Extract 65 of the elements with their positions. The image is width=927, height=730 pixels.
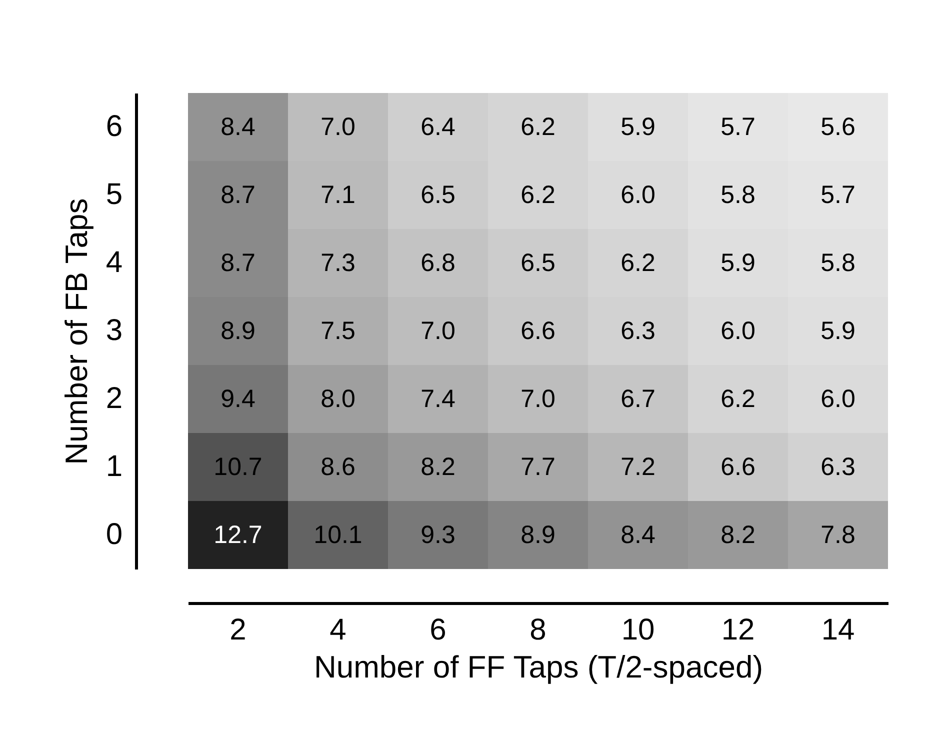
data-label: 6.0 — [720, 317, 756, 345]
data-label: 8.4 — [220, 113, 256, 141]
data-label: 10.7 — [214, 453, 262, 481]
data-label: 7.0 — [420, 317, 456, 345]
data-label: 5.9 — [820, 317, 856, 345]
data-label: 6.6 — [720, 453, 756, 481]
data-label: 6.7 — [620, 385, 656, 413]
data-label: 6.2 — [520, 113, 556, 141]
x-tick-label: 2 — [230, 614, 246, 646]
x-tick-label: 10 — [621, 614, 655, 646]
y-tick-label: 2 — [106, 382, 122, 415]
data-label: 5.7 — [820, 181, 856, 209]
data-label: 7.5 — [320, 317, 356, 345]
data-label: 8.4 — [620, 521, 656, 549]
x-axis-title: Number of FF Taps (T/2-spaced) — [314, 650, 764, 684]
data-label: 7.0 — [320, 113, 356, 141]
data-label: 8.2 — [720, 521, 756, 549]
y-tick-label: 0 — [106, 518, 122, 551]
data-label: 6.5 — [420, 181, 456, 209]
data-label: 6.8 — [420, 249, 456, 277]
y-tick-label: 5 — [106, 178, 122, 211]
data-label: 8.2 — [420, 453, 456, 481]
data-label: 7.4 — [420, 385, 456, 413]
data-label: 6.5 — [520, 249, 556, 277]
data-label: 7.3 — [320, 249, 356, 277]
data-label: 5.8 — [820, 249, 856, 277]
data-label: 8.6 — [320, 453, 356, 481]
data-label: 9.4 — [220, 385, 256, 413]
data-label: 5.9 — [620, 113, 656, 141]
x-tick-label: 6 — [430, 614, 446, 646]
data-label: 6.3 — [620, 317, 656, 345]
data-label: 6.3 — [820, 453, 856, 481]
data-label: 6.4 — [420, 113, 456, 141]
data-label: 5.6 — [820, 113, 856, 141]
x-tick-label: 14 — [821, 614, 855, 646]
x-tick-label: 12 — [721, 614, 755, 646]
data-label: 7.0 — [520, 385, 556, 413]
data-label: 7.2 — [620, 453, 656, 481]
data-label: 6.6 — [520, 317, 556, 345]
x-tick-label: 8 — [530, 614, 546, 646]
data-label: 6.0 — [620, 181, 656, 209]
data-label: 5.9 — [720, 249, 756, 277]
y-tick-label: 1 — [106, 450, 122, 483]
data-label: 8.7 — [220, 181, 256, 209]
y-axis-title: Number of FB Taps — [58, 198, 94, 465]
data-label: 8.9 — [520, 521, 556, 549]
data-label: 6.2 — [720, 385, 756, 413]
data-label: 12.7 — [214, 521, 262, 549]
data-label: 9.3 — [420, 521, 456, 549]
data-label: 10.1 — [314, 521, 362, 549]
data-label: 8.7 — [220, 249, 256, 277]
data-label: 8.0 — [320, 385, 356, 413]
data-label: 6.2 — [520, 181, 556, 209]
data-label: 5.7 — [720, 113, 756, 141]
data-label: 5.8 — [720, 181, 756, 209]
y-tick-label: 4 — [106, 246, 122, 279]
data-label: 6.2 — [620, 249, 656, 277]
data-label: 6.0 — [820, 385, 856, 413]
y-tick-label: 6 — [106, 110, 122, 143]
data-label: 7.7 — [520, 453, 556, 481]
x-tick-label: 4 — [330, 614, 346, 646]
y-tick-label: 3 — [106, 314, 122, 347]
data-label: 7.8 — [820, 521, 856, 549]
data-label: 7.1 — [320, 181, 356, 209]
data-label: 8.9 — [220, 317, 256, 345]
